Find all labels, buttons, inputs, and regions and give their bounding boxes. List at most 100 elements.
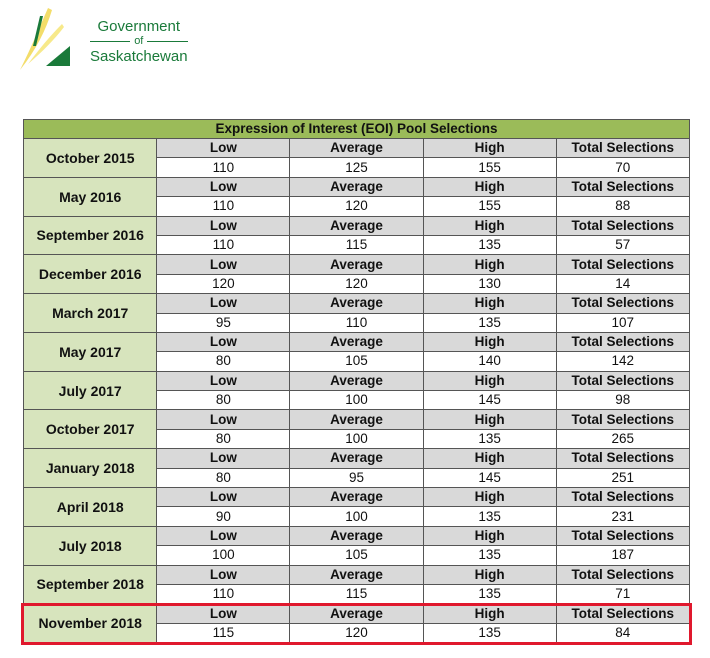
column-header-cell: Low bbox=[156, 603, 291, 624]
column-header-cell: Average bbox=[289, 370, 424, 392]
value-cell: 110 bbox=[156, 234, 291, 256]
eoi-selections-table: Expression of Interest (EOI) Pool Select… bbox=[22, 119, 691, 644]
column-header-cell: Average bbox=[289, 409, 424, 430]
date-cell: December 2016 bbox=[22, 254, 158, 295]
column-header-cell: Average bbox=[289, 254, 424, 275]
value-cell: 95 bbox=[289, 467, 424, 489]
column-header-cell: Average bbox=[289, 603, 424, 624]
table-row-header: May 2016 Low Average High Total Selections bbox=[22, 176, 691, 217]
column-header-cell: Average bbox=[289, 331, 424, 353]
value-cell: 135 bbox=[422, 583, 557, 605]
value-cell: 100 bbox=[289, 390, 424, 411]
value-cell: 80 bbox=[156, 390, 291, 411]
value-cell: 145 bbox=[422, 467, 557, 489]
column-header-cell: Total Selections bbox=[555, 215, 691, 236]
column-header-cell: Total Selections bbox=[555, 525, 691, 547]
table-row-values: 115 120 135 84 bbox=[24, 622, 691, 644]
value-cell: 135 bbox=[422, 506, 557, 527]
value-cell: 187 bbox=[555, 545, 691, 566]
value-cell: 135 bbox=[422, 234, 557, 256]
value-cell: 88 bbox=[555, 196, 691, 217]
value-cell: 98 bbox=[555, 390, 691, 411]
date-cell: September 2018 bbox=[22, 564, 158, 605]
value-cell: 251 bbox=[555, 467, 691, 489]
column-header-cell: High bbox=[422, 215, 557, 236]
date-cell: April 2018 bbox=[22, 487, 158, 527]
value-cell: 140 bbox=[422, 351, 557, 372]
column-header-cell: High bbox=[422, 370, 557, 392]
table-row-header: April 2018 Low Average High Total Selections bbox=[22, 487, 691, 527]
value-cell: 80 bbox=[156, 428, 291, 450]
column-header-cell: Low bbox=[156, 487, 291, 508]
column-header-cell: Average bbox=[289, 293, 424, 314]
column-header-cell: Low bbox=[156, 215, 291, 236]
table-row-values: 110 125 155 70 bbox=[24, 157, 691, 178]
column-header-cell: High bbox=[422, 331, 557, 353]
government-of-saskatchewan-logo: Government of Saskatchewan bbox=[18, 6, 188, 72]
value-cell: 110 bbox=[156, 157, 291, 178]
column-header-cell: Low bbox=[156, 370, 291, 392]
table-row-values: 95 110 135 107 bbox=[24, 312, 691, 333]
value-cell: 107 bbox=[555, 312, 691, 333]
value-cell: 125 bbox=[289, 157, 424, 178]
column-header-cell: High bbox=[422, 487, 557, 508]
value-cell: 145 bbox=[422, 390, 557, 411]
value-cell: 84 bbox=[555, 622, 691, 644]
table-row-values: 110 115 135 57 bbox=[24, 234, 691, 256]
column-header-cell: Total Selections bbox=[555, 254, 691, 275]
value-cell: 142 bbox=[555, 351, 691, 372]
column-header-cell: Total Selections bbox=[555, 409, 691, 430]
column-header-cell: Low bbox=[156, 409, 291, 430]
column-header-cell: Low bbox=[156, 448, 291, 469]
table-row-values: 100 105 135 187 bbox=[24, 545, 691, 566]
column-header-cell: High bbox=[422, 176, 557, 198]
table-row-header: October 2015 Low Average High Total Selectio… bbox=[22, 137, 691, 178]
column-header-cell: Total Selections bbox=[555, 603, 691, 624]
value-cell: 57 bbox=[555, 234, 691, 256]
value-cell: 231 bbox=[555, 506, 691, 527]
column-header-cell: Total Selections bbox=[555, 293, 691, 314]
value-cell: 105 bbox=[289, 351, 424, 372]
table-row-header: December 2016 Low Average High Total Selecti… bbox=[22, 254, 691, 295]
table-row-header: September 2016 Low Average High Total Select… bbox=[22, 215, 691, 256]
column-header-cell: High bbox=[422, 564, 557, 585]
date-cell: May 2017 bbox=[22, 331, 158, 372]
column-header-cell: High bbox=[422, 409, 557, 430]
column-header-cell: Average bbox=[289, 487, 424, 508]
value-cell: 120 bbox=[289, 622, 424, 644]
table-row-header: July 2018 Low Average High Total Selections bbox=[22, 525, 691, 566]
value-cell: 115 bbox=[289, 583, 424, 605]
column-header-cell: High bbox=[422, 137, 557, 159]
value-cell: 115 bbox=[289, 234, 424, 256]
value-cell: 70 bbox=[555, 157, 691, 178]
value-cell: 100 bbox=[289, 428, 424, 450]
column-header-cell: Low bbox=[156, 525, 291, 547]
value-cell: 95 bbox=[156, 312, 291, 333]
column-header-cell: Total Selections bbox=[555, 331, 691, 353]
value-cell: 120 bbox=[156, 273, 291, 295]
date-cell: July 2018 bbox=[22, 525, 158, 566]
value-cell: 14 bbox=[555, 273, 691, 295]
date-cell: October 2015 bbox=[22, 138, 158, 178]
column-header-cell: Average bbox=[289, 564, 424, 585]
table-row-header: March 2017 Low Average High Total Selections bbox=[22, 293, 691, 333]
logo-line-2: of bbox=[134, 35, 144, 47]
table-row-values: 80 100 135 265 bbox=[24, 428, 691, 450]
value-cell: 120 bbox=[289, 273, 424, 295]
column-header-cell: Low bbox=[156, 331, 291, 353]
table-row-header: January 2018 Low Average High Total Selectio… bbox=[22, 448, 691, 489]
value-cell: 80 bbox=[156, 467, 291, 489]
logo-line-3: Saskatchewan bbox=[90, 48, 188, 65]
value-cell: 135 bbox=[422, 622, 557, 644]
column-header-cell: Average bbox=[289, 215, 424, 236]
column-header-cell: Total Selections bbox=[555, 564, 691, 585]
date-cell: May 2016 bbox=[22, 176, 158, 217]
table-row-values: 80 105 140 142 bbox=[24, 351, 691, 372]
column-header-cell: High bbox=[422, 293, 557, 314]
value-cell: 110 bbox=[156, 196, 291, 217]
column-header-cell: High bbox=[422, 525, 557, 547]
wheat-logo-icon bbox=[20, 8, 70, 70]
column-header-cell: High bbox=[422, 603, 557, 624]
value-cell: 100 bbox=[156, 545, 291, 566]
value-cell: 110 bbox=[156, 583, 291, 605]
